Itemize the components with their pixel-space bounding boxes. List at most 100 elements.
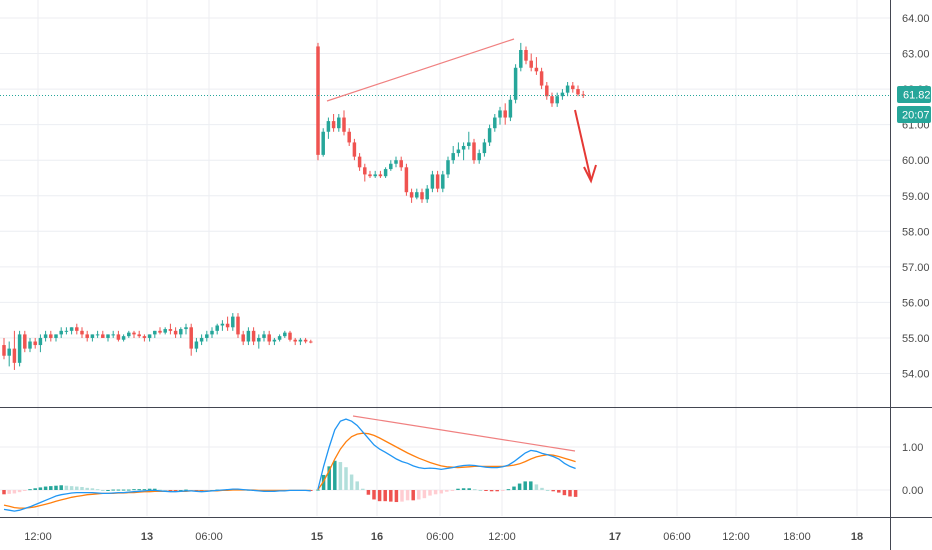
candle-body	[54, 334, 58, 338]
candle-body	[95, 334, 100, 336]
price-panel[interactable]	[0, 38, 890, 370]
candle-body	[550, 96, 554, 104]
time-tick-label: 15	[311, 531, 323, 543]
last-price-value: 61.82	[903, 90, 931, 102]
candle	[477, 149, 481, 164]
candle-body	[441, 174, 445, 189]
candle	[519, 42, 523, 72]
histogram-bar	[158, 489, 162, 491]
candle-body	[116, 334, 121, 340]
histogram-bar	[137, 489, 141, 491]
candle-body	[33, 341, 37, 346]
histogram-bar	[495, 490, 499, 492]
histogram-bar	[33, 488, 37, 490]
histogram-bar	[38, 487, 43, 490]
candle	[101, 330, 105, 338]
candle	[64, 327, 69, 335]
time-axis[interactable]: 12:00 13 06:00 15 16 06:00 12:00 17 06:00 12:00 18…	[24, 531, 863, 543]
candle	[394, 156, 398, 168]
candle	[127, 330, 131, 338]
histogram-bar	[116, 489, 121, 491]
candle	[85, 330, 89, 342]
candle-body	[38, 337, 43, 346]
candle	[446, 156, 450, 178]
histogram-bar	[383, 490, 387, 502]
candle-body	[163, 329, 167, 333]
candle-body	[220, 323, 225, 326]
histogram-bar	[17, 490, 22, 493]
candle	[49, 330, 53, 342]
candle	[33, 337, 37, 349]
candle-body	[277, 336, 282, 340]
candle	[415, 188, 419, 200]
candle-body	[298, 339, 303, 342]
candle-body	[571, 85, 575, 90]
macd-axis[interactable]: 1.00 0.00	[902, 442, 923, 497]
time-tick-label: 17	[609, 531, 621, 543]
histogram-bar	[7, 490, 11, 494]
candle-body	[409, 192, 414, 198]
candle-body	[267, 334, 271, 342]
candle-body	[337, 117, 341, 129]
candle	[508, 96, 513, 122]
candle	[571, 81, 575, 93]
candle	[337, 113, 341, 132]
candle-body	[425, 188, 429, 200]
candle	[184, 323, 188, 335]
candle-body	[524, 49, 528, 61]
histogram-bar	[422, 490, 427, 499]
candle-body	[205, 334, 209, 338]
candle	[246, 327, 251, 346]
candle-body	[357, 156, 362, 168]
histogram-bar	[534, 484, 539, 490]
candle	[352, 138, 357, 161]
histogram-bar	[49, 486, 53, 490]
histogram-bar	[405, 490, 410, 501]
time-tick-label: 13	[141, 531, 153, 543]
candle	[2, 337, 6, 360]
histogram-bar	[153, 488, 157, 490]
candle-body	[493, 117, 497, 129]
candle-body	[565, 85, 570, 93]
histogram-bar	[551, 490, 555, 492]
candle	[168, 323, 173, 335]
histogram-bar	[95, 489, 100, 491]
candle	[487, 124, 492, 146]
histogram-bar	[389, 490, 393, 502]
candle	[368, 170, 372, 178]
candle	[43, 330, 48, 342]
candle-body	[132, 332, 136, 335]
candle-body	[435, 174, 440, 189]
candle-body	[331, 121, 336, 129]
candle	[331, 113, 336, 132]
candle-body	[158, 330, 162, 333]
candle-body	[173, 330, 178, 335]
candle-body	[184, 327, 188, 330]
price-axis[interactable]: 64.0063.0062.0061.0060.0059.0058.0057.00…	[902, 13, 930, 381]
macd-tick-label: 1.00	[902, 442, 923, 454]
candle	[441, 170, 445, 193]
candle-body	[147, 334, 152, 338]
candle-body	[210, 330, 214, 335]
candle-body	[347, 131, 351, 143]
candle	[309, 339, 313, 344]
candle-body	[446, 160, 450, 175]
candle	[529, 53, 533, 72]
histogram-bar	[111, 489, 115, 491]
histogram-bar	[361, 488, 365, 490]
macd-panel[interactable]	[2, 415, 578, 512]
candle-body	[231, 316, 235, 328]
histogram-bar	[173, 490, 178, 491]
price-tick-label: 56.00	[902, 297, 930, 309]
last-price-badge	[897, 86, 931, 103]
histogram-bar	[506, 489, 511, 491]
histogram-bar	[344, 467, 348, 490]
time-tick-label: 12:00	[722, 531, 750, 543]
last-price-badges: 61.82 20:07	[897, 86, 931, 123]
candle-body	[576, 89, 580, 95]
candle-body	[477, 153, 481, 161]
candle	[241, 330, 245, 346]
candle	[220, 320, 225, 331]
price-tick-label: 58.00	[902, 226, 930, 238]
